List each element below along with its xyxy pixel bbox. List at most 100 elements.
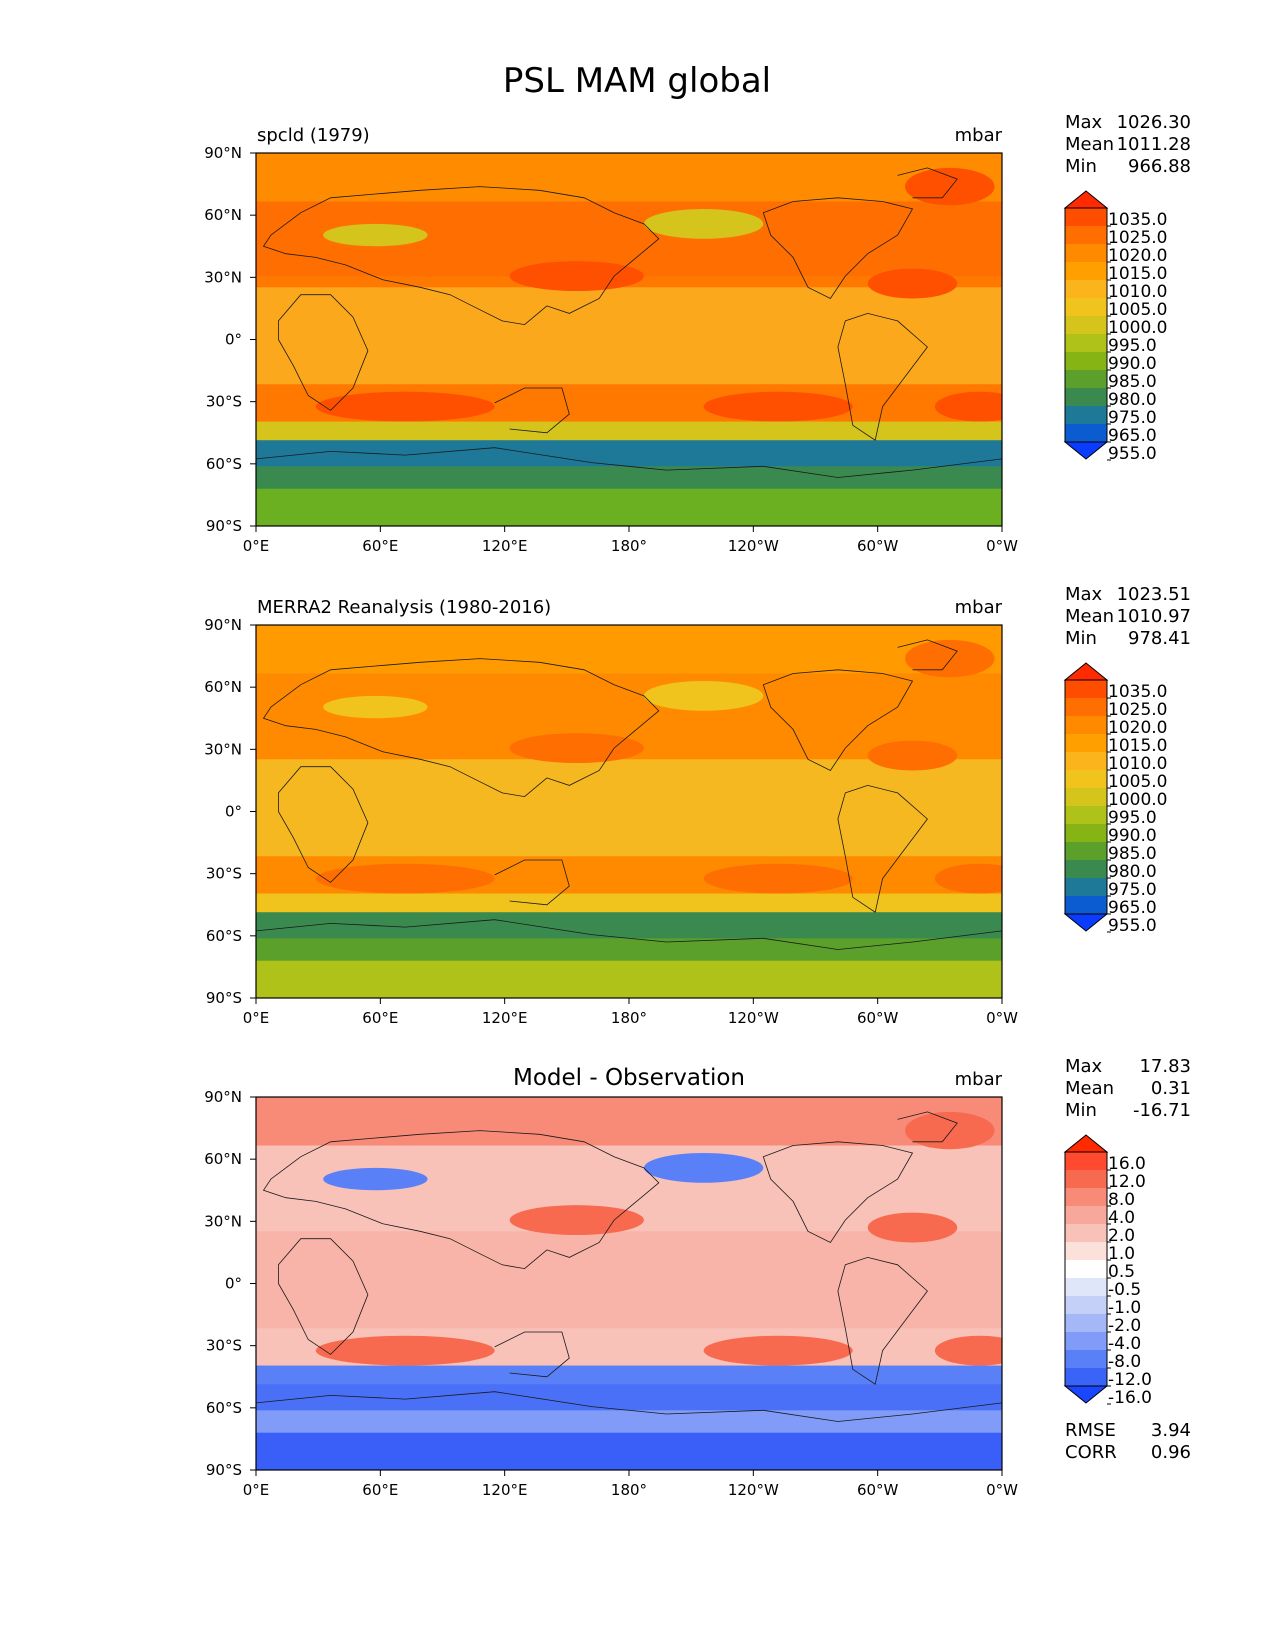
y-tick-label: 90°N bbox=[204, 616, 242, 634]
stat-value: 966.88 bbox=[1128, 156, 1191, 177]
x-tick-label: 180° bbox=[611, 537, 647, 555]
y-tick-label: 30°S bbox=[206, 865, 242, 883]
colorbar-segment bbox=[1065, 208, 1107, 227]
colorbar-frame bbox=[1064, 207, 1108, 443]
x-tick-label: 120°W bbox=[728, 1009, 779, 1027]
colorbar-segment bbox=[1065, 1332, 1107, 1351]
panel-units: mbar bbox=[955, 597, 1003, 618]
colorbar-tick-label: 975.0 bbox=[1108, 408, 1157, 428]
panels: 0°E 60°E 120°E 180° 120°W 60°W 0°W 90°N 60°N 30°N… bbox=[204, 112, 1191, 1499]
colorbar-segment bbox=[1065, 788, 1107, 807]
colorbar-segment bbox=[1065, 698, 1107, 717]
stat-value: 978.41 bbox=[1128, 628, 1191, 649]
map-band bbox=[256, 1432, 1002, 1470]
colorbar-segment bbox=[1065, 226, 1107, 245]
colorbar-tick-label: 1015.0 bbox=[1108, 736, 1167, 756]
x-tick-label: 0°W bbox=[986, 1481, 1018, 1499]
map-anomaly bbox=[315, 863, 495, 894]
colorbar-tick-label: 1000.0 bbox=[1108, 318, 1167, 338]
y-tick-label: 90°S bbox=[206, 517, 242, 535]
colorbar-cap-bottom bbox=[1063, 1385, 1109, 1404]
map-anomaly bbox=[509, 1205, 644, 1236]
x-tick-label: 120°E bbox=[482, 1481, 528, 1499]
x-tick-label: 120°E bbox=[482, 1009, 528, 1027]
colorbar-tick-label: -2.0 bbox=[1108, 1316, 1141, 1336]
y-tick-label: 60°S bbox=[206, 927, 242, 945]
y-tick-label: 60°N bbox=[204, 1150, 242, 1168]
colorbar-tick-label: 2.0 bbox=[1108, 1226, 1135, 1246]
map-field-obs bbox=[256, 625, 1002, 998]
colorbar-tick-label: -16.0 bbox=[1108, 1388, 1152, 1408]
x-tick-label: 180° bbox=[611, 1009, 647, 1027]
stat-label: Mean bbox=[1065, 134, 1114, 155]
colorbar-tick-label: 1025.0 bbox=[1108, 700, 1167, 720]
colorbar-tick-label: 1000.0 bbox=[1108, 790, 1167, 810]
map-anomaly bbox=[509, 733, 644, 764]
y-tick-label: 60°N bbox=[204, 678, 242, 696]
colorbar-segment bbox=[1065, 1242, 1107, 1261]
coastline bbox=[278, 294, 369, 411]
y-tick-label: 90°N bbox=[204, 1088, 242, 1106]
map-band bbox=[256, 912, 1002, 940]
coastline bbox=[837, 784, 928, 913]
map-anomaly bbox=[509, 261, 644, 292]
colorbar-segment bbox=[1065, 716, 1107, 735]
colorbar-tick-label: 975.0 bbox=[1108, 880, 1157, 900]
colorbar-model: 1035.01025.01020.01015.01010.01005.01000… bbox=[1063, 190, 1167, 464]
colorbar-tick-label: 1.0 bbox=[1108, 1244, 1135, 1264]
colorbar-tick-label: 980.0 bbox=[1108, 862, 1157, 882]
coastline bbox=[256, 447, 1002, 478]
y-tick-label: 60°S bbox=[206, 1399, 242, 1417]
y-tick-label: 30°S bbox=[206, 393, 242, 411]
panel-left-label: MERRA2 Reanalysis (1980-2016) bbox=[257, 597, 551, 618]
y-tick-label: 30°S bbox=[206, 1337, 242, 1355]
coastline bbox=[278, 1238, 369, 1355]
colorbar-tick-label: 1010.0 bbox=[1108, 754, 1167, 774]
x-tick-label: 60°E bbox=[362, 537, 398, 555]
colorbar-tick-label: 955.0 bbox=[1108, 444, 1157, 464]
y-tick-label: 30°N bbox=[204, 740, 242, 758]
x-tick-label: 0°E bbox=[243, 1009, 270, 1027]
colorbar-segment bbox=[1065, 680, 1107, 699]
colorbar-frame bbox=[1064, 679, 1108, 915]
x-tick-label: 180° bbox=[611, 1481, 647, 1499]
colorbar-segment bbox=[1065, 244, 1107, 263]
coastline bbox=[494, 387, 570, 434]
colorbar-diff: 16.012.08.04.02.01.00.5-0.5-1.0-2.0-4.0-… bbox=[1063, 1134, 1152, 1408]
map-anomaly bbox=[323, 695, 428, 719]
panel-diff: 0°E 60°E 120°E 180° 120°W 60°W 0°W 90°N 60°N 30°N… bbox=[204, 1056, 1191, 1499]
map-anomaly bbox=[867, 1212, 958, 1243]
colorbar-tick-label: 985.0 bbox=[1108, 844, 1157, 864]
colorbar-tick-label: 0.5 bbox=[1108, 1262, 1135, 1282]
map-anomaly bbox=[643, 1152, 764, 1183]
map-band bbox=[256, 1231, 1002, 1330]
colorbar-tick-label: 995.0 bbox=[1108, 808, 1157, 828]
map-anomaly bbox=[905, 639, 995, 678]
colorbar-segment bbox=[1065, 752, 1107, 771]
colorbar-segment bbox=[1065, 824, 1107, 843]
rmse-label: RMSE bbox=[1065, 1420, 1116, 1441]
map-anomaly bbox=[315, 1335, 495, 1366]
coastline bbox=[762, 669, 914, 772]
map-band bbox=[256, 287, 1002, 386]
colorbar-segment bbox=[1065, 352, 1107, 371]
panel-units: mbar bbox=[955, 1069, 1003, 1090]
x-tick-label: 60°W bbox=[857, 537, 899, 555]
coastline bbox=[897, 167, 958, 199]
y-tick-label: 30°N bbox=[204, 268, 242, 286]
stat-label: Min bbox=[1065, 1100, 1097, 1121]
map-band bbox=[256, 421, 1002, 442]
colorbar-segment bbox=[1065, 1206, 1107, 1225]
panel-center-label: Model - Observation bbox=[513, 1065, 745, 1091]
map-band bbox=[256, 466, 1002, 490]
colorbar-segment bbox=[1065, 734, 1107, 753]
colorbar-tick-label: 1005.0 bbox=[1108, 300, 1167, 320]
colorbar-tick-label: -12.0 bbox=[1108, 1370, 1152, 1390]
colorbar-segment bbox=[1065, 370, 1107, 389]
coastline bbox=[837, 1256, 928, 1385]
colorbar-tick-label: 965.0 bbox=[1108, 426, 1157, 446]
map-anomaly bbox=[323, 1167, 428, 1191]
colorbar-tick-label: 1035.0 bbox=[1108, 682, 1167, 702]
map-band bbox=[256, 1365, 1002, 1386]
